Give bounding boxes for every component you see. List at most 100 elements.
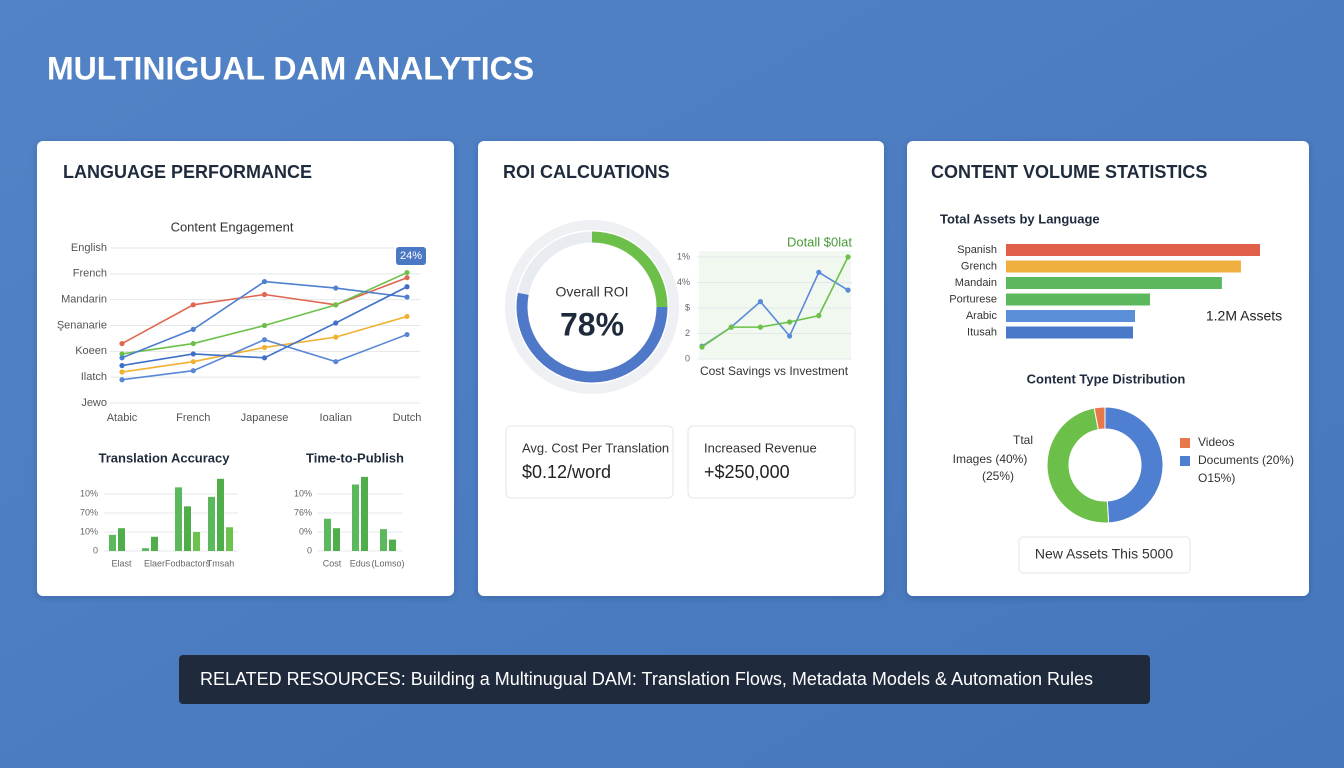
data-point: [190, 368, 196, 374]
x-tick-label: Fodbactors: [165, 558, 211, 568]
y-tick-label: $: [685, 302, 690, 312]
data-point: [816, 313, 822, 319]
gauge-title: Overall ROI: [555, 284, 628, 300]
data-point: [728, 324, 734, 330]
bar: [1006, 326, 1133, 339]
data-point: [119, 355, 125, 361]
bar: [352, 484, 359, 551]
footer-text: RELATED RESOURCES: Building a Multinugua…: [200, 669, 1093, 689]
x-tick-label: Tmsah: [207, 558, 235, 568]
data-point: [190, 340, 196, 347]
data-point: [261, 344, 268, 351]
y-tick-label: 0%: [299, 526, 312, 536]
data-point: [190, 351, 196, 357]
data-point: [845, 287, 851, 293]
data-point: [699, 344, 705, 350]
gauge-ring: [505, 220, 679, 394]
bar: [193, 532, 200, 551]
chart-title: Time-to-Publish: [306, 450, 404, 465]
x-tick-label: (Lomso): [371, 558, 404, 568]
bar: [142, 548, 149, 551]
gauge-arc: [591, 231, 668, 308]
data-point: [333, 302, 339, 308]
y-tick-label: Arabic: [966, 310, 998, 322]
data-point: [333, 334, 339, 340]
y-tick-label: Mandarin: [61, 294, 107, 306]
callout-text: 24%: [400, 250, 422, 262]
data-point: [261, 291, 268, 298]
data-point: [757, 324, 764, 330]
data-point: [404, 284, 410, 290]
annotation: (25%): [982, 469, 1014, 483]
data-point: [333, 359, 339, 365]
y-tick-label: Koeen: [75, 345, 107, 357]
y-tick-label: 0: [685, 353, 690, 363]
bar: [208, 496, 215, 551]
legend-swatch: [1180, 456, 1190, 466]
y-tick-label: 0: [307, 545, 312, 555]
bar: [1006, 310, 1136, 322]
chart-title: Content Engagement: [171, 219, 294, 234]
y-tick-label: 10%: [80, 488, 98, 498]
plot-background: [699, 251, 851, 359]
y-tick-label: 1%: [677, 251, 690, 261]
footer-banner: [179, 655, 1150, 704]
donut-slice: [1104, 406, 1164, 524]
bar: [118, 528, 125, 551]
new-assets-box: [1018, 536, 1191, 574]
data-point: [119, 362, 125, 369]
bar: [389, 539, 396, 551]
bar: [1006, 260, 1241, 273]
y-tick-label: Ilatch: [81, 371, 107, 383]
data-point: [119, 340, 125, 347]
card-label: Avg. Cost Per Translation: [522, 440, 669, 455]
data-point: [816, 269, 822, 275]
bar: [1006, 277, 1222, 289]
card-value: $0.12/word: [522, 462, 611, 482]
data-point: [190, 359, 196, 365]
card-label: Increased Revenue: [704, 440, 817, 455]
data-point: [261, 278, 268, 285]
data-point: [333, 320, 339, 326]
x-tick-label: Edus: [350, 558, 371, 568]
bar: [380, 529, 387, 551]
y-tick-label: Spanish: [957, 244, 997, 256]
series-line: [701, 256, 849, 348]
card: [687, 425, 856, 499]
y-tick-label: Jewo: [81, 397, 107, 409]
y-tick-label: 76%: [294, 507, 312, 517]
data-point: [787, 333, 793, 339]
chart-title: Content Type Distribution: [1027, 371, 1186, 386]
legend-label: Documents (20%): [1198, 453, 1294, 467]
x-tick-label: Ioalian: [320, 412, 352, 424]
x-tick-label: Japanese: [241, 412, 289, 424]
legend-label: Videos: [1198, 435, 1234, 449]
data-point: [757, 299, 764, 305]
callout: [396, 247, 426, 265]
y-tick-label: Mandain: [955, 277, 997, 289]
legend-swatch: [1180, 438, 1190, 448]
data-point: [261, 355, 268, 361]
donut-slice: [1046, 407, 1110, 524]
data-point: [119, 377, 125, 383]
y-tick-label: Grench: [961, 260, 997, 272]
data-point: [404, 294, 410, 300]
chart-title: Dotall $0lat: [787, 234, 852, 249]
y-tick-label: English: [71, 242, 107, 254]
data-point: [119, 369, 125, 375]
y-tick-label: Şenanarie: [57, 319, 107, 331]
bar: [1006, 244, 1260, 256]
x-axis-label: Cost Savings vs Investment: [700, 364, 849, 378]
data-point: [261, 337, 268, 343]
bar: [184, 506, 191, 551]
data-point: [119, 351, 125, 357]
y-tick-label: 0: [93, 545, 98, 555]
bar: [175, 487, 182, 551]
y-tick-label: 70%: [80, 507, 98, 517]
data-point: [261, 322, 268, 329]
annotation: Images (40%): [953, 452, 1028, 466]
x-tick-label: Cost: [323, 558, 342, 568]
panel: [907, 141, 1309, 596]
annotation: 1.2M Assets: [1206, 308, 1282, 324]
